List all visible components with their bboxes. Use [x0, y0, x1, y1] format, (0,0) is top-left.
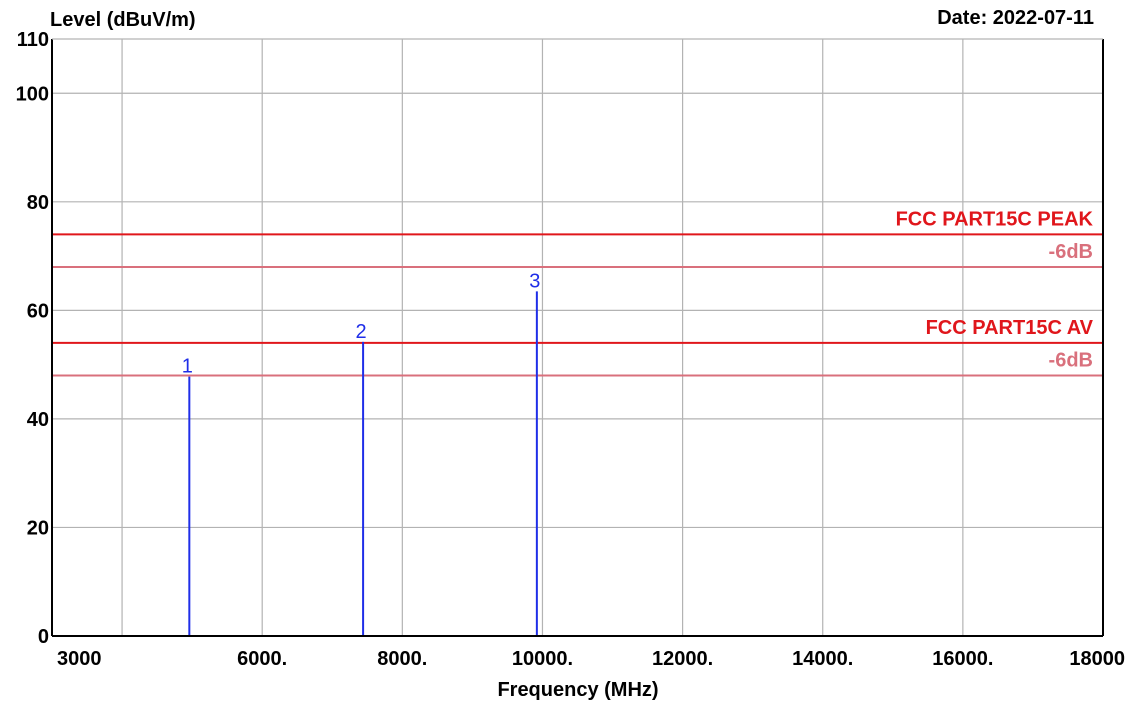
- y-tick-label: 100: [16, 83, 49, 105]
- x-tick-label: 3000: [57, 648, 102, 670]
- y-tick-label: 0: [38, 626, 49, 648]
- x-axis-label: Frequency (MHz): [497, 679, 658, 701]
- y-tick-label: 110: [17, 29, 49, 51]
- y-tick-label: 20: [27, 517, 49, 539]
- axes: [51, 38, 1104, 637]
- x-tick-label: 6000.: [237, 648, 287, 670]
- limit-line-label: FCC PART15C AV: [926, 317, 1094, 339]
- y-tick-label: 60: [27, 300, 49, 322]
- limit-line-label: -6dB: [1049, 349, 1093, 371]
- marker-label: 3: [529, 270, 540, 292]
- y-axis-label: Level (dBuV/m): [50, 9, 196, 31]
- x-tick-label: 16000.: [932, 648, 993, 670]
- x-tick-labels: 3000 6000. 8000. 10000. 12000. 14000. 16000. 18…: [57, 648, 1125, 670]
- limit-lines: FCC PART15C PEAK -6dB FCC PART15C AV -6dB: [52, 208, 1103, 377]
- y-tick-labels: 0 20 40 60 80 100 110: [16, 29, 49, 648]
- x-tick-label: 10000.: [512, 648, 573, 670]
- y-tick-label: 40: [27, 409, 49, 431]
- limit-line-label: -6dB: [1049, 241, 1093, 263]
- y-tick-label: 80: [27, 192, 49, 214]
- x-tick-label: 18000: [1069, 648, 1125, 670]
- x-tick-label: 12000.: [652, 648, 713, 670]
- marker-label: 2: [356, 321, 367, 343]
- marker-label: 1: [182, 356, 193, 378]
- x-tick-label: 14000.: [792, 648, 853, 670]
- limit-line-label: FCC PART15C PEAK: [896, 208, 1094, 230]
- markers: 1 2 3: [182, 270, 540, 636]
- grid-lines: [52, 39, 1103, 636]
- date-label: Date: 2022-07-11: [937, 7, 1094, 29]
- x-tick-label: 8000.: [377, 648, 427, 670]
